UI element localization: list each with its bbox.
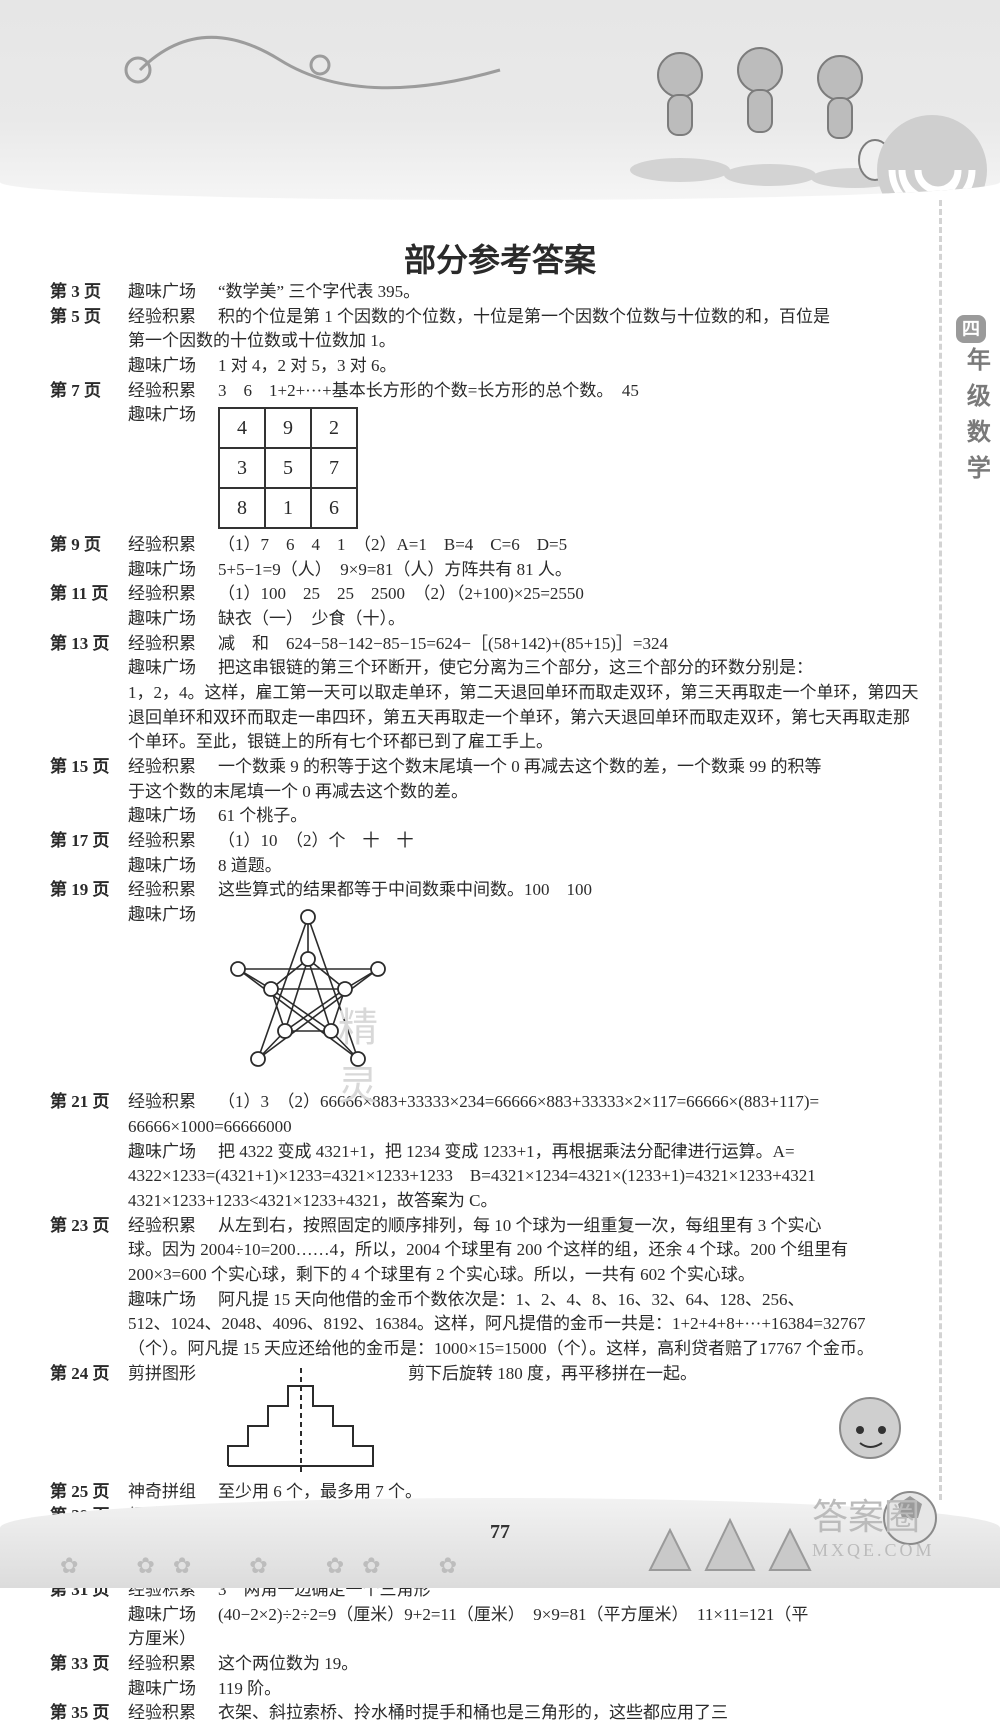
row-p23: 第 23 页经验积累从左到右，按照固定的顺序排列，每 10 个球为一组重复一次，… — [50, 1214, 920, 1239]
stamp-title: 答案圈 — [812, 1497, 920, 1537]
kids-illustration-icon — [620, 20, 910, 190]
row-p15c: 趣味广场61 个桃子。 — [50, 804, 920, 829]
page: 四 年级数学 部分参考答案 第 3 页趣味广场“数学美” 三个字代表 395。 … — [0, 0, 1000, 1588]
grid-cell: 8 — [219, 488, 265, 528]
row-p21c: 趣味广场把 4322 变成 4321+1，把 1234 变成 1233+1，再根… — [50, 1140, 920, 1165]
row-p19b: 趣味广场 精 灵 — [50, 903, 920, 1091]
stairs-diagram-icon — [218, 1366, 388, 1476]
row-p21b: 66666×1000=66666000 — [50, 1115, 920, 1140]
grid-cell: 6 — [311, 488, 357, 528]
side-tab: 四 年级数学 — [956, 310, 986, 501]
row-p13: 第 13 页经验积累减 和 624−58−142−85−15=624−［(58+… — [50, 632, 920, 657]
row-p24: 第 24 页 剪拼图形 剪下后旋转 180 度，再平移拼在一起。 — [50, 1362, 920, 1480]
row-p17b: 趣味广场8 道题。 — [50, 854, 920, 879]
row-p23d: 512、1024、2048、4096、8192、16384。这样，阿凡提借的金币… — [50, 1312, 920, 1361]
grid-cell: 2 — [311, 408, 357, 448]
row-p21d: 4322×1233=(4321+1)×1233=4321×1233+1233 B… — [50, 1164, 920, 1189]
star-network-icon — [218, 909, 398, 1077]
grade-badge: 四 — [956, 315, 986, 343]
row-p7b: 趣味广场 492357816 — [50, 403, 920, 533]
row-p13b: 趣味广场把这串银链的第三个环断开，使它分离为三个部分，这三个部分的环数分别是： — [50, 656, 920, 681]
row-p15b: 于这个数的末尾填一个 0 再减去这个数的差。 — [50, 780, 920, 805]
row-p33b: 趣味广场119 阶。 — [50, 1677, 920, 1702]
row-p21: 第 21 页经验积累（1）3 （2）66666×883+33333×234=66… — [50, 1090, 920, 1115]
row-p3: 第 3 页趣味广场“数学美” 三个字代表 395。 — [50, 280, 920, 305]
swirl-deco-icon — [120, 30, 540, 100]
row-p5b: 第一个因数的十位数或十位数加 1。 — [50, 329, 920, 354]
row-p9: 第 9 页经验积累（1）7 6 4 1 （2）A=1 B=4 C=6 D=5 — [50, 533, 920, 558]
row-p23c: 趣味广场阿凡提 15 天向他借的金币个数依次是：1、2、4、8、16、32、64… — [50, 1288, 920, 1313]
margin-dashline — [939, 200, 942, 1500]
row-p19: 第 19 页经验积累这些算式的结果都等于中间数乘中间数。100 100 — [50, 878, 920, 903]
row-p17: 第 17 页经验积累（1）10 （2）个 十 十 — [50, 829, 920, 854]
grid-cell: 1 — [265, 488, 311, 528]
row-p5c: 趣味广场1 对 4，2 对 5，3 对 6。 — [50, 354, 920, 379]
grid-cell: 9 — [265, 408, 311, 448]
spiral-deco-icon — [872, 110, 992, 200]
row-p11: 第 11 页经验积累（1）100 25 25 2500 （2）（2+100)×2… — [50, 582, 920, 607]
side-subject: 年级数学 — [956, 347, 994, 491]
row-p13c: 1，2，4。这样，雇工第一天可以取走单环，第二天退回单环而取走双环，第三天再取走… — [50, 681, 920, 755]
row-p23b: 球。因为 2004÷10=200……4，所以，2004 个球里有 200 个这样… — [50, 1238, 920, 1287]
row-p15: 第 15 页经验积累一个数乘 9 的积等于这个数末尾填一个 0 再减去这个数的差… — [50, 755, 920, 780]
row-p31c: 方厘米） — [50, 1627, 920, 1652]
page-title: 部分参考答案 — [0, 235, 1000, 281]
magic-square-table: 492 357 816 — [218, 407, 358, 529]
row-p33: 第 33 页经验积累这个两位数为 19。 — [50, 1652, 920, 1677]
row-p7: 第 7 页经验积累3 6 1+2+···+基本长方形的个数=长方形的总个数。 4… — [50, 379, 920, 404]
trees-deco-icon — [640, 1500, 820, 1580]
grid-cell: 3 — [219, 448, 265, 488]
row-p9b: 趣味广场5+5−1=9（人） 9×9=81（人）方阵共有 81 人。 — [50, 558, 920, 583]
site-stamp: 答案圈 MXQE.COM — [812, 1488, 982, 1548]
row-p11b: 趣味广场缺衣（一） 少食（十）。 — [50, 607, 920, 632]
flower-deco-icon: ✿ ✿✿ ✿ ✿✿ ✿ — [60, 1548, 475, 1580]
grid-cell: 5 — [265, 448, 311, 488]
header-band — [0, 0, 1000, 200]
row-p5: 第 5 页经验积累积的个位是第 1 个因数的个位数，十位是第一个因数个位数与十位… — [50, 305, 920, 330]
grid-cell: 7 — [311, 448, 357, 488]
stamp-domain: MXQE.COM — [812, 1540, 982, 1561]
grid-cell: 4 — [219, 408, 265, 448]
row-p31b: 趣味广场(40−2×2)÷2÷2=9（厘米）9+2=11（厘米） 9×9=81（… — [50, 1603, 920, 1628]
row-p21e: 4321×1233+1233<4321×1233+4321，故答案为 C。 — [50, 1189, 920, 1214]
row-p35: 第 35 页经验积累衣架、斜拉索桥、拎水桶时提手和桶也是三角形的，这些都应用了三 — [50, 1701, 920, 1726]
